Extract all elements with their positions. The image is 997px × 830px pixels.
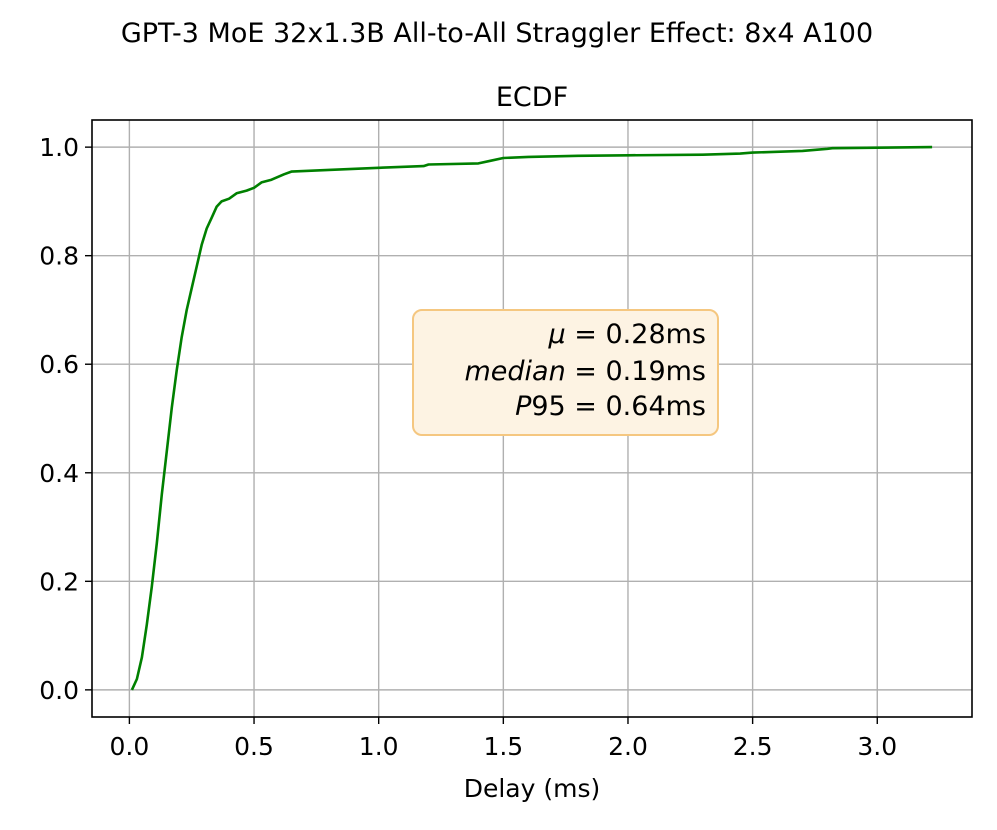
- x-tick-label: 2.5: [733, 732, 773, 761]
- x-axis-label: Delay (ms): [464, 774, 601, 803]
- x-tick-label: 1.5: [483, 732, 523, 761]
- stat-median-label: median: [465, 356, 566, 387]
- stat-median: median = 0.19ms: [465, 356, 707, 387]
- y-tick-label: 1.0: [39, 133, 79, 162]
- stat-mean: μ = 0.28ms: [548, 319, 706, 350]
- x-tick-label: 3.0: [857, 732, 897, 761]
- ecdf-series: [130, 145, 933, 691]
- axis-ticks: 0.0 0.5 1.0 1.5 2.0 2.5 3.0 0.0 0.2 0.4 0.6 0.8 1.0: [39, 133, 897, 761]
- x-tick-label: 1.0: [359, 732, 399, 761]
- ecdf-line: [130, 145, 933, 691]
- y-tick-label: 0.2: [39, 567, 79, 596]
- stat-mean-symbol: μ: [548, 319, 566, 350]
- stats-box: [412, 309, 719, 436]
- stat-p95: P95 = 0.64ms: [515, 391, 706, 422]
- stats-annotation: μ = 0.28ms median = 0.19ms P95 = 0.64ms: [412, 309, 719, 436]
- x-tick-label: 0.5: [234, 732, 274, 761]
- stat-median-value: = 0.19ms: [566, 356, 706, 387]
- plot-frame: [91, 119, 973, 718]
- x-tick-label: 0.0: [110, 732, 150, 761]
- figure-suptitle: GPT-3 MoE 32x1.3B All-to-All Straggler E…: [121, 18, 873, 49]
- stat-p95-value: 95 = 0.64ms: [531, 391, 706, 422]
- stat-p95-label: P: [515, 391, 532, 422]
- y-tick-label: 0.0: [39, 676, 79, 705]
- y-tick-label: 0.8: [39, 242, 79, 271]
- chart-title: ECDF: [496, 82, 568, 113]
- y-tick-label: 0.4: [39, 459, 79, 488]
- y-tick-label: 0.6: [39, 350, 79, 379]
- x-tick-label: 2.0: [608, 732, 648, 761]
- stat-mean-value: = 0.28ms: [566, 319, 706, 350]
